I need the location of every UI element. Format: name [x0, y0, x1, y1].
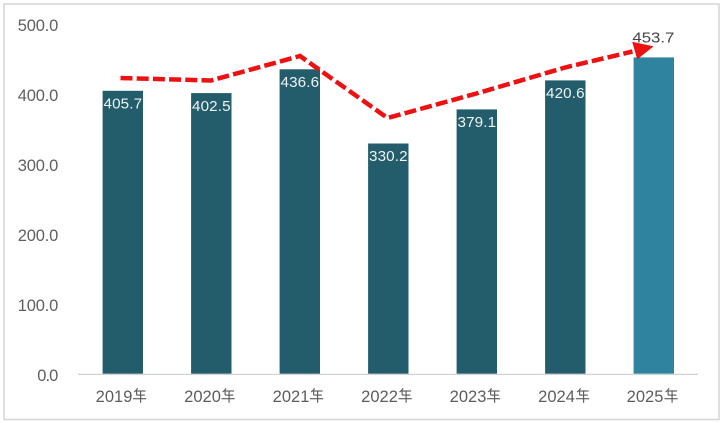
svg-text:379.1: 379.1: [458, 114, 497, 131]
svg-text:2024: 2024: [538, 388, 575, 406]
svg-text:330.2: 330.2: [369, 148, 408, 165]
svg-text:2025: 2025: [627, 388, 664, 406]
svg-text:2023: 2023: [450, 388, 487, 406]
svg-text:2022: 2022: [361, 388, 398, 406]
svg-text:2021: 2021: [273, 388, 310, 406]
svg-text:0.0: 0.0: [37, 367, 58, 385]
svg-text:300.0: 300.0: [18, 157, 59, 175]
svg-text:402.5: 402.5: [192, 98, 231, 115]
svg-text:500.0: 500.0: [18, 17, 59, 35]
svg-text:420.6: 420.6: [546, 85, 585, 102]
svg-text:400.0: 400.0: [18, 87, 59, 105]
svg-text:453.7: 453.7: [632, 30, 674, 46]
svg-text:405.7: 405.7: [104, 96, 143, 113]
svg-text:100.0: 100.0: [18, 297, 59, 315]
svg-text:200.0: 200.0: [18, 227, 59, 245]
svg-text:2019: 2019: [96, 388, 133, 406]
svg-text:2020: 2020: [184, 388, 221, 406]
svg-text:436.6: 436.6: [281, 74, 320, 91]
